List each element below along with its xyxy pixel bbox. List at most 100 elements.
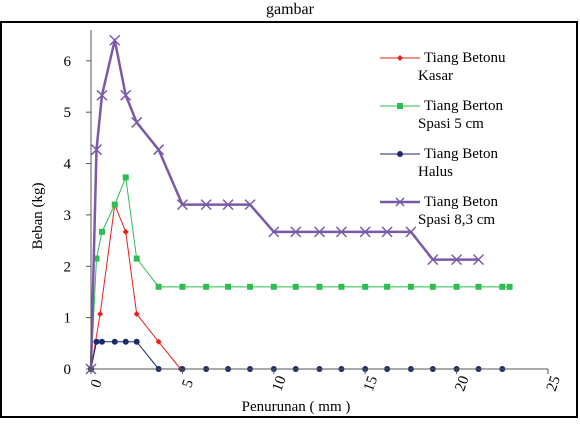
series-4-point-stroke-b <box>290 226 302 238</box>
series-2-point <box>475 283 482 290</box>
series-2-point <box>98 228 105 235</box>
chart-border <box>0 21 578 418</box>
legend-label: Spasi 8,3 cm <box>418 212 495 228</box>
series-2-point <box>506 283 513 290</box>
series-4-point <box>120 89 132 101</box>
y-tick-label: 0 <box>64 362 72 378</box>
series-4-point-stroke-b <box>473 254 485 266</box>
series-4-point <box>200 199 212 211</box>
series-2-point <box>247 283 254 290</box>
series-4-point <box>290 226 302 238</box>
series-2-point <box>155 283 162 290</box>
series-4-point <box>268 226 280 238</box>
x-tick-label: 20 <box>452 374 472 394</box>
series-4 <box>85 34 485 375</box>
series-2-point <box>270 283 277 290</box>
legend-entry-3: Tiang Beton Halus <box>380 146 499 180</box>
series-4-point-stroke-b <box>176 199 188 211</box>
series-2-point <box>316 283 323 290</box>
y-axis-title: Beban (kg) <box>30 182 46 249</box>
series-4-point-stroke-b <box>90 144 103 156</box>
series-4-point <box>335 226 347 238</box>
series-4-point-stroke-b <box>200 199 212 211</box>
series-4-point-stroke-b <box>359 226 371 238</box>
series-4-point-stroke-b <box>451 254 463 266</box>
series-4-point <box>359 226 371 238</box>
series-2-point <box>111 201 118 208</box>
series-2-point <box>429 283 436 290</box>
legend-label: Tiang Beton <box>424 194 499 210</box>
legend-swatch-marker-stroke-b <box>395 197 405 207</box>
series-2-point <box>499 283 506 290</box>
series-4-point <box>313 226 326 238</box>
series-4-point-stroke-b <box>153 144 165 156</box>
series-4-point-stroke-b <box>96 89 108 101</box>
series-4-point <box>244 199 256 211</box>
legend-label: Tiang Berton <box>424 98 504 114</box>
legend-swatch-marker <box>397 103 403 109</box>
series-2-point <box>292 283 299 290</box>
series-2-point <box>225 283 232 290</box>
y-tick-label: 1 <box>64 311 72 327</box>
legend-swatch-marker <box>397 55 403 61</box>
series-3-point <box>133 338 140 345</box>
series-4-point <box>405 226 417 238</box>
legend-label: Halus <box>418 164 453 180</box>
series-3-point <box>93 338 100 345</box>
series-4-point <box>131 116 143 128</box>
series-4-point <box>90 144 103 156</box>
top-caption: gambar <box>266 1 315 18</box>
series-3-point <box>111 338 118 345</box>
series-3-point <box>98 338 105 345</box>
y-tick-label: 6 <box>64 54 72 70</box>
series-2-point <box>453 283 460 290</box>
legend-swatch-marker <box>397 151 403 157</box>
series-2-point <box>122 174 129 181</box>
legend-swatch-marker <box>395 197 405 207</box>
series-4-point-stroke-b <box>427 254 439 266</box>
legend-label: Tiang Betonu <box>424 50 506 66</box>
series-1-point <box>133 311 140 318</box>
series-4-point <box>96 89 108 101</box>
legend-entry-4: Tiang Beton Spasi 8,3 cm <box>380 194 499 228</box>
series-4-point-stroke-b <box>244 199 256 211</box>
y-tick-label: 2 <box>64 259 72 275</box>
x-tick-label: 15 <box>361 374 381 394</box>
x-axis-title: Penurunan ( mm ) <box>242 399 351 415</box>
series-4-point <box>222 199 234 211</box>
series-4-point-stroke-b <box>381 226 393 238</box>
legend: Tiang Betonu Kasar Tiang Berton Spasi 5 cm T… <box>380 50 506 228</box>
legend-label: Spasi 5 cm <box>418 116 484 132</box>
y-tick-label: 4 <box>64 157 72 173</box>
series-1-point <box>97 311 104 318</box>
series-4-point <box>473 254 485 266</box>
x-tick-label: 25 <box>544 374 564 394</box>
series-4-point <box>153 144 165 156</box>
series-4-point-stroke-b <box>222 199 234 211</box>
series-2-point <box>133 255 140 262</box>
series-2-point <box>179 283 186 290</box>
series-4-point-stroke-b <box>120 89 132 101</box>
legend-label: Tiang Beton <box>424 146 499 162</box>
series-4-point <box>451 254 463 266</box>
series-4-point-stroke-b <box>109 34 121 46</box>
series-2-point <box>384 283 391 290</box>
series-1-point <box>155 338 162 345</box>
series-2-point <box>203 283 210 290</box>
series-4-point <box>381 226 393 238</box>
series-4-point-stroke-b <box>131 116 143 128</box>
series-4-point <box>427 254 439 266</box>
series-2-point <box>338 283 345 290</box>
series-4-point-stroke-b <box>335 226 347 238</box>
series-2-point <box>93 255 100 262</box>
legend-entry-1: Tiang Betonu Kasar <box>380 50 506 84</box>
series-3-point <box>122 338 129 345</box>
legend-label: Kasar <box>418 68 453 84</box>
series-2-point <box>362 283 369 290</box>
series-4-point-stroke-b <box>313 226 326 238</box>
series-2-point <box>407 283 414 290</box>
